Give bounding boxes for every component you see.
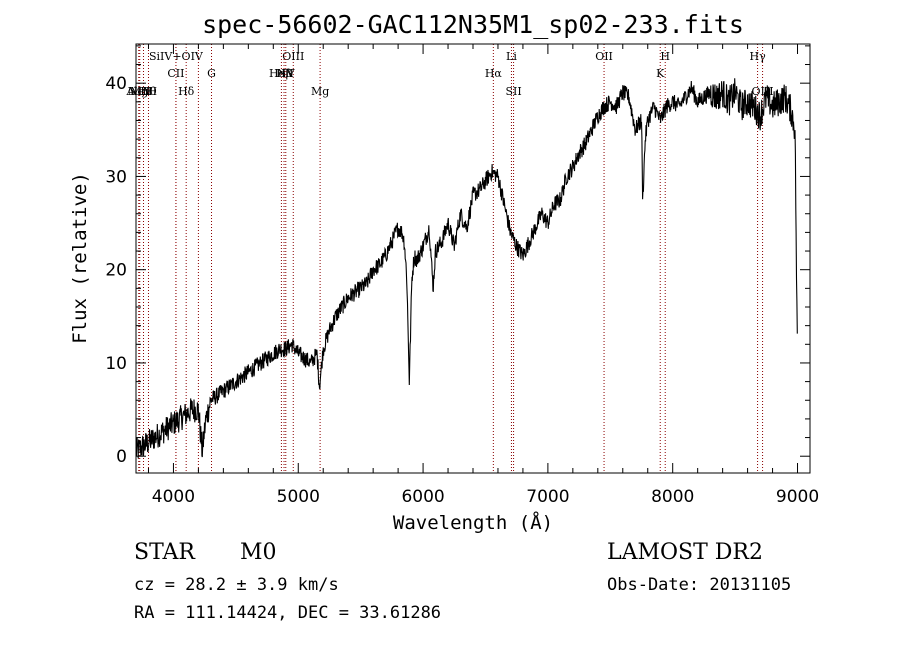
line-marker-label: SII xyxy=(505,85,521,98)
line-marker-label: Li xyxy=(506,50,517,63)
survey-name: LAMOST DR2 xyxy=(607,540,763,565)
line-marker-label: Hγ xyxy=(749,50,766,63)
y-tick-label: 30 xyxy=(105,167,127,187)
y-axis-ticks: 0 10 20 30 40 xyxy=(105,45,810,467)
redshift-velocity: cz = 28.2 ± 3.9 km/s xyxy=(134,575,339,595)
line-marker-label: NeV xyxy=(128,85,153,98)
line-marker-label: OIII xyxy=(282,50,304,63)
y-tick-label: 0 xyxy=(116,447,127,467)
x-tick-label: 6000 xyxy=(401,487,444,507)
x-axis-label: Wavelength (Å) xyxy=(393,511,553,534)
line-marker-label: NV xyxy=(277,67,296,80)
spectrum-line xyxy=(135,78,798,459)
chart-title: spec-56602-GAC112N35M1_sp02-233.fits xyxy=(202,10,744,39)
y-tick-label: 20 xyxy=(105,261,127,281)
line-marker-label: H xyxy=(660,50,670,63)
object-subclass: M0 xyxy=(240,540,277,565)
line-marker-label: SiIV+OIV xyxy=(149,50,204,63)
line-marker-label: HeII xyxy=(269,67,294,80)
line-marker-label: Mg xyxy=(311,85,329,98)
y-tick-label: 40 xyxy=(105,74,127,94)
line-marker-label: Hθ xyxy=(140,85,157,98)
line-marker-label: Hα xyxy=(485,67,503,80)
x-tick-label: 5000 xyxy=(277,487,320,507)
line-marker-label: MgII xyxy=(130,85,157,98)
line-marker-label: Hδ xyxy=(178,85,195,98)
line-marker-label: K xyxy=(656,67,665,80)
line-marker-label: OII xyxy=(595,50,613,63)
line-marker-label: G xyxy=(207,67,216,80)
x-tick-label: 4000 xyxy=(152,487,195,507)
line-marker-label: Hβ xyxy=(276,67,292,80)
object-class: STAR xyxy=(134,540,195,565)
x-tick-label: 8000 xyxy=(651,487,694,507)
observation-date: Obs-Date: 20131105 xyxy=(607,575,792,595)
plot-frame xyxy=(135,43,811,474)
x-axis-ticks: 4000 5000 6000 7000 8000 9000 xyxy=(147,44,819,507)
line-marker-label: OIII xyxy=(752,85,774,98)
y-axis-label: Flux (relative) xyxy=(69,172,91,344)
y-tick-label: 10 xyxy=(105,354,127,374)
line-marker-label: AlIII xyxy=(125,85,151,98)
x-tick-label: 9000 xyxy=(776,487,819,507)
x-tick-label: 7000 xyxy=(526,487,569,507)
coordinates: RA = 111.14424, DEC = 33.61286 xyxy=(134,603,442,623)
line-marker-label: CII xyxy=(167,67,184,80)
